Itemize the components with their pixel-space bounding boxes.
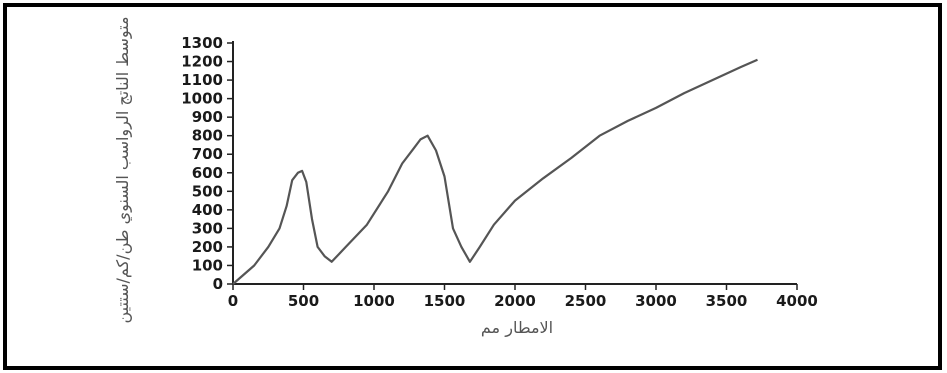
- y-tick-label: 300: [192, 219, 223, 237]
- x-axis-label: الامطار مم: [481, 318, 553, 338]
- chart-frame: [3, 3, 942, 370]
- y-tick-label: 1100: [181, 71, 223, 89]
- x-tick-label: 2000: [494, 292, 536, 310]
- x-tick-label: 4000: [776, 292, 818, 310]
- x-tick-label: 2500: [565, 292, 607, 310]
- y-tick-label: 0: [213, 275, 223, 293]
- y-tick-label: 1300: [181, 34, 223, 52]
- y-tick-label: 1200: [181, 53, 223, 71]
- y-tick-label: 600: [192, 164, 223, 182]
- y-tick-label: 500: [192, 182, 223, 200]
- y-tick-label: 800: [192, 127, 223, 145]
- x-tick-label: 3000: [635, 292, 677, 310]
- y-axis-label: متوسط الناتج الرواسب السنوي طن/كم/ستتين: [113, 16, 133, 323]
- series-line: [232, 58, 758, 285]
- y-tick-label: 400: [192, 201, 223, 219]
- x-tick-label: 1000: [353, 292, 395, 310]
- y-tick-label: 1000: [181, 90, 223, 108]
- y-tick-label: 900: [192, 108, 223, 126]
- x-tick-label: 500: [288, 292, 319, 310]
- x-tick-label: 3500: [706, 292, 748, 310]
- y-tick-label: 700: [192, 145, 223, 163]
- y-tick-label: 200: [192, 238, 223, 256]
- x-tick-label: 0: [228, 292, 238, 310]
- y-tick-label: 100: [192, 256, 223, 274]
- x-tick-label: 1500: [424, 292, 466, 310]
